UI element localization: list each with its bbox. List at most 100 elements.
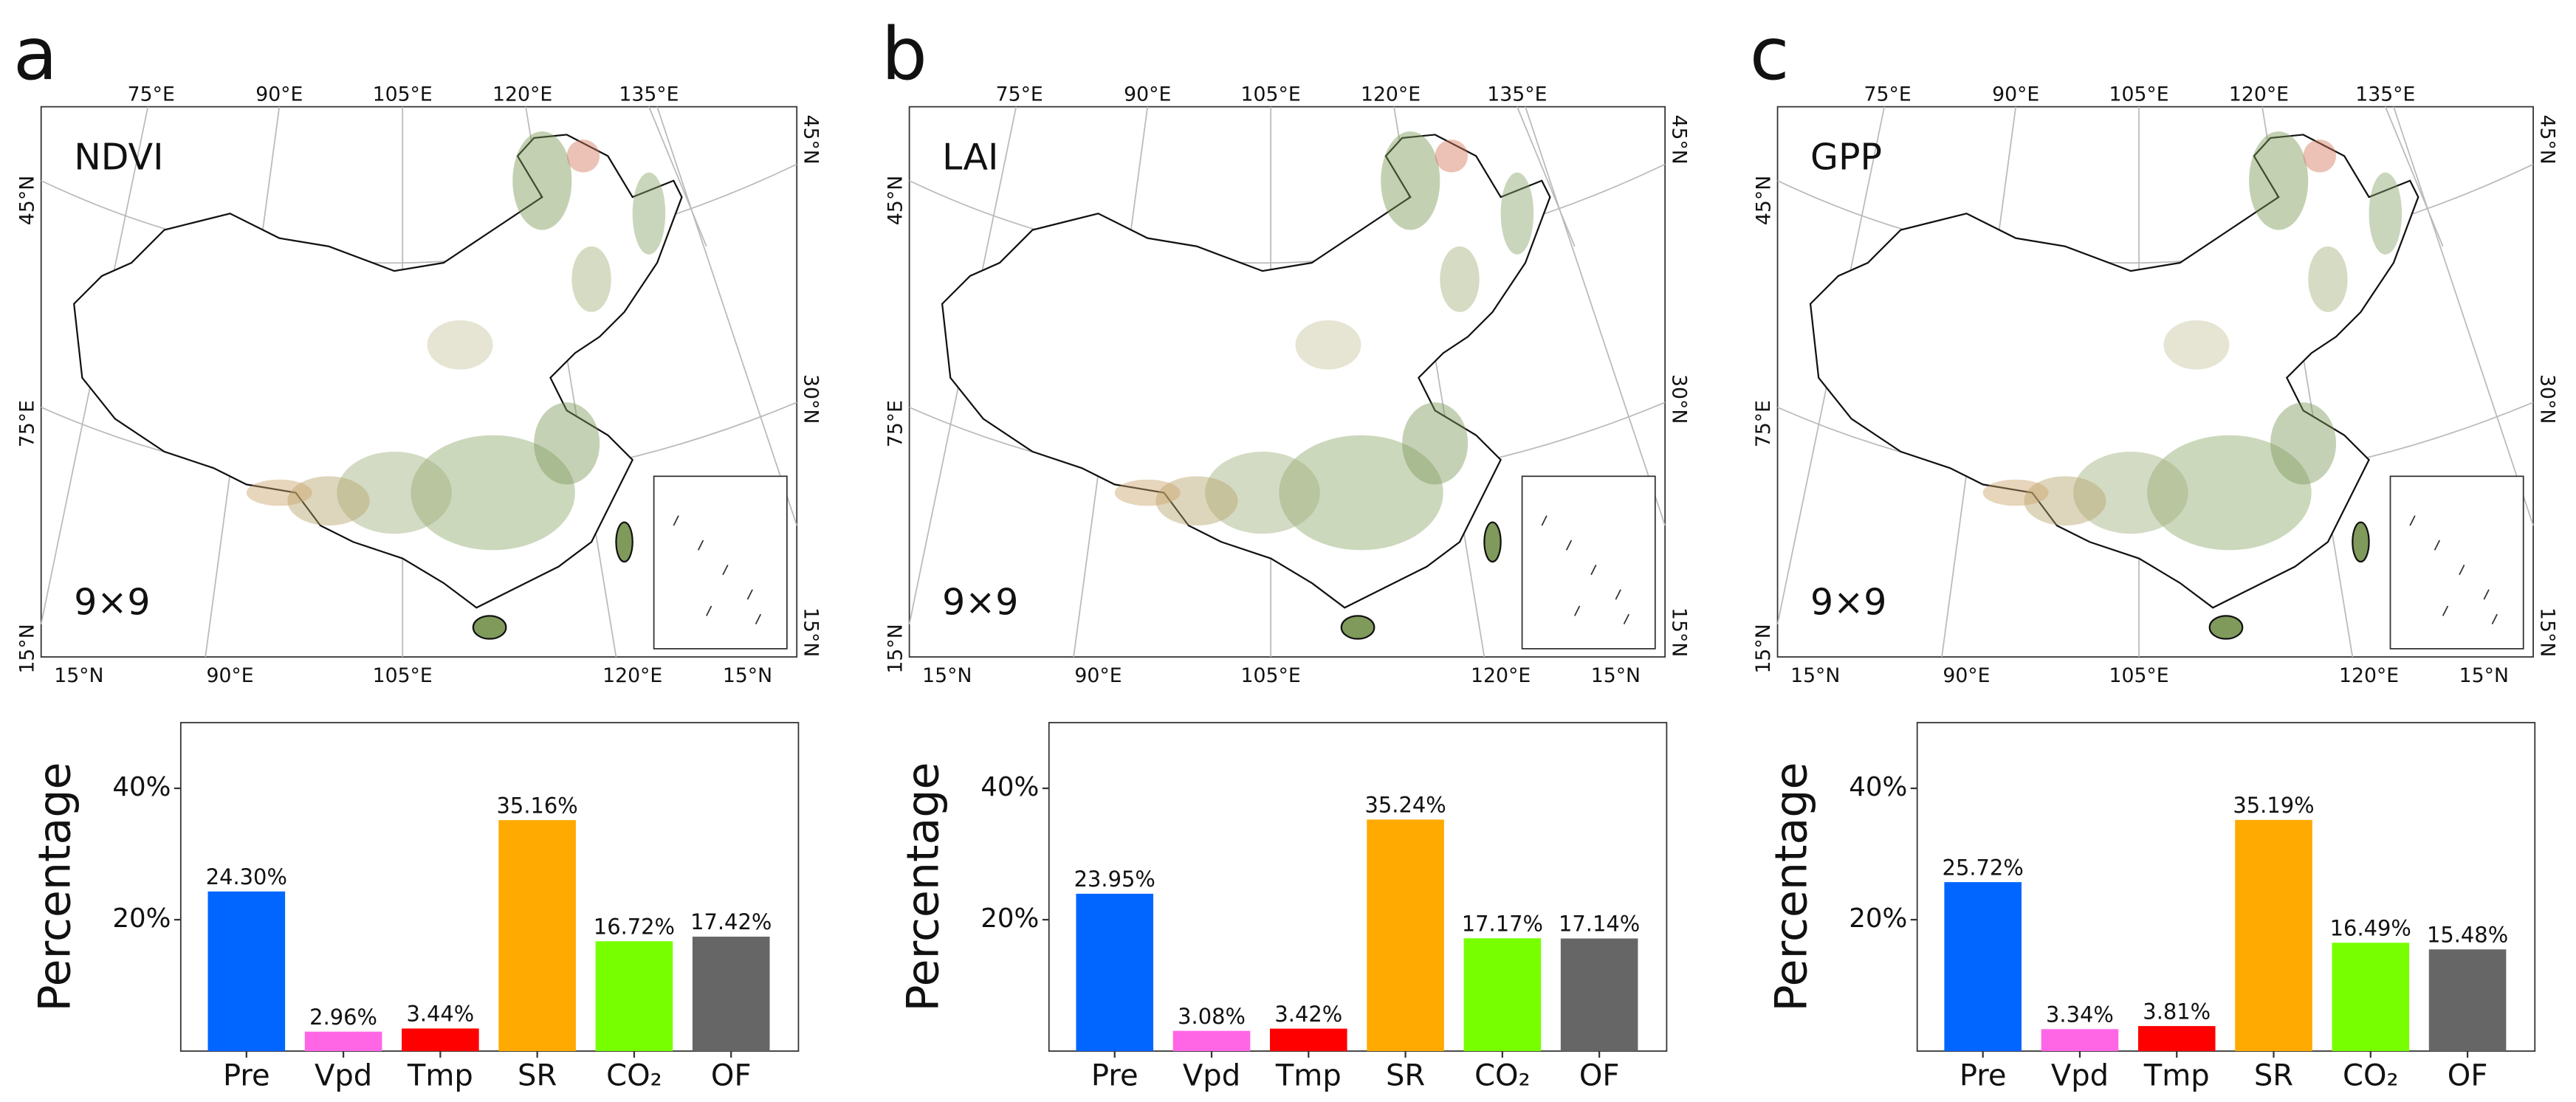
vegetation-texture	[1205, 451, 1320, 534]
value-label: 16.72%	[594, 914, 675, 939]
map-variable: GPP	[1810, 136, 1882, 178]
value-label: 17.17%	[1462, 911, 1543, 936]
bar	[1944, 882, 2022, 1052]
vegetation-texture	[566, 140, 600, 173]
lat-label: 45°N	[2535, 114, 2558, 164]
vegetation-texture	[337, 451, 452, 534]
x-tick-label: SR	[2254, 1059, 2293, 1093]
map: GPP 9×9 75°E 90°E 105°E 120°E 135°E 15°N 90°E 105…	[1752, 83, 2558, 688]
lon-label: 120°E	[2229, 83, 2289, 106]
x-tick-label: CO₂	[1474, 1059, 1531, 1093]
lon-label: 75°E	[128, 83, 175, 106]
vegetation-texture	[534, 402, 600, 485]
value-label: 3.34%	[2046, 1002, 2114, 1027]
vegetation-texture	[1114, 479, 1181, 506]
lat-label: 45°N	[1667, 114, 1690, 164]
inset-island	[746, 589, 753, 600]
bar	[1367, 819, 1444, 1052]
bar-chart: Percentage 20% 40% 24.30% Pre 2.96% Vpd 3.44% Tm…	[30, 722, 800, 1093]
bar	[2137, 1026, 2216, 1052]
graticule	[2393, 106, 2534, 526]
bar	[1463, 938, 1542, 1052]
vegetation-texture	[287, 476, 370, 526]
lon-label: 75°E	[996, 83, 1043, 106]
inset-island	[2434, 540, 2441, 551]
taiwan	[1483, 521, 1502, 563]
value-label: 25.72%	[1943, 855, 2024, 880]
map-resolution: 9×9	[1810, 581, 1886, 623]
lat-label: 15°N	[16, 624, 38, 673]
lon-label: 15°N	[1591, 664, 1641, 687]
graticule	[648, 106, 707, 247]
x-tick-label: SR	[1386, 1059, 1425, 1093]
china-outline	[941, 134, 1551, 609]
bar	[2041, 1029, 2119, 1052]
inset-island	[1590, 565, 1597, 576]
inset-box	[653, 475, 788, 650]
y-axis-label: Percentage	[1765, 762, 1817, 1012]
value-label: 3.42%	[1274, 1002, 1342, 1027]
x-tick-label: SR	[518, 1059, 557, 1093]
inset-island	[697, 540, 704, 551]
vegetation-texture	[2308, 246, 2348, 312]
graticule	[1517, 106, 1576, 247]
inset-island	[1541, 515, 1548, 526]
taiwan	[2352, 521, 2370, 563]
map: NDVI 9×9 75°E 90°E 105°E 120°E 135°E 15°N 90°E 10…	[16, 83, 822, 688]
inset-island	[2483, 589, 2490, 600]
inset-island	[1623, 613, 1629, 624]
lat-label: 45°N	[16, 176, 38, 225]
y-tick-label: 20%	[980, 903, 1039, 934]
x-tick-label: Pre	[1960, 1059, 2007, 1093]
map-resolution: 9×9	[74, 581, 150, 623]
graticule	[1777, 163, 2534, 264]
lon-label: 90°E	[1074, 664, 1122, 687]
bar	[692, 936, 770, 1052]
china-outline	[1809, 134, 2419, 609]
value-label: 23.95%	[1074, 867, 1155, 892]
bar-chart: Percentage 20% 40% 23.95% Pre 3.08% Vpd 3.42% Tm…	[897, 722, 1668, 1093]
bar	[207, 891, 286, 1052]
vegetation-texture	[2369, 172, 2402, 255]
inset-island	[1573, 605, 1581, 616]
x-tick-label: OF	[1579, 1059, 1620, 1093]
inset-island	[2459, 565, 2465, 576]
lon-label: 75°E	[1864, 83, 1912, 106]
bar	[1270, 1028, 1347, 1052]
lon-label: 120°E	[602, 664, 662, 687]
map-variable: LAI	[942, 136, 998, 178]
bar	[595, 941, 673, 1052]
lon-label: 120°E	[1471, 664, 1531, 687]
lat-label: 75°E	[884, 400, 907, 447]
lon-label: 15°N	[2459, 664, 2509, 687]
lon-label: 105°E	[1241, 664, 1301, 687]
vegetation-texture	[2073, 451, 2188, 534]
panel-letter: b	[882, 13, 927, 97]
x-tick-label: CO₂	[2343, 1059, 2399, 1093]
inset-island	[706, 605, 712, 616]
x-tick-label: Pre	[1091, 1059, 1138, 1093]
panel: b LAI 9×9 75°E 90°E 105°E 120°E 135°E 15°N 90°E 10…	[882, 13, 1691, 1093]
lon-label: 120°E	[492, 83, 552, 106]
y-axis-label: Percentage	[30, 762, 81, 1012]
inset-island	[2491, 613, 2498, 624]
bar-chart: Percentage 20% 40% 25.72% Pre 3.34% Vpd 3.81% Tm…	[1765, 722, 2536, 1093]
vegetation-texture	[2303, 140, 2337, 173]
vegetation-texture	[411, 435, 575, 551]
lat-label: 15°N	[1752, 624, 1775, 673]
lon-label: 135°E	[2355, 83, 2415, 106]
graticule	[41, 163, 797, 264]
value-label: 35.16%	[497, 793, 578, 818]
value-label: 17.14%	[1559, 912, 1640, 937]
lon-label: 120°E	[2339, 664, 2399, 687]
lon-label: 90°E	[1992, 83, 2039, 106]
x-tick-label: Vpd	[1183, 1059, 1240, 1093]
inset-island	[1615, 589, 1621, 600]
x-tick-label: Vpd	[2051, 1059, 2109, 1093]
china-outline	[73, 134, 683, 609]
vegetation-texture	[2024, 476, 2106, 526]
inset-island	[755, 613, 762, 624]
value-label: 35.24%	[1364, 793, 1446, 818]
lon-label: 105°E	[1241, 83, 1301, 106]
